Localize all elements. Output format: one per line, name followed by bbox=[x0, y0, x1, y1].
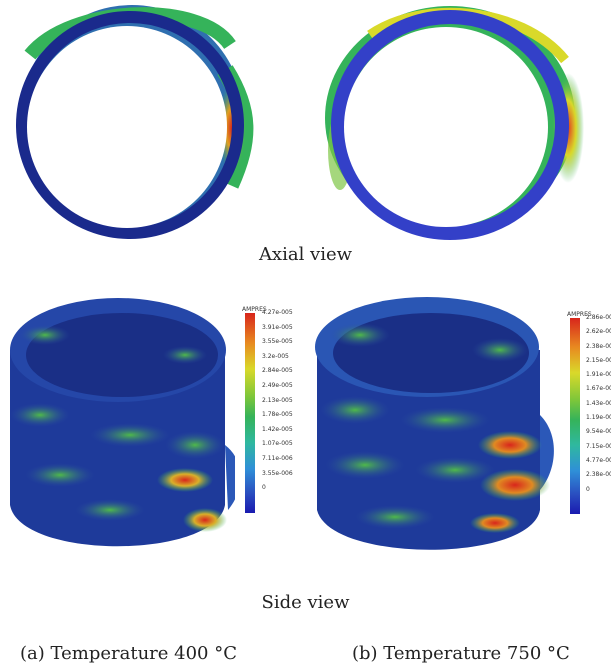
legend-right-tick: 1.43e-00 bbox=[586, 399, 611, 407]
legend-right-tick: 2.38e-00 bbox=[586, 342, 611, 350]
legend-right-tick: 0 bbox=[586, 485, 590, 493]
side-view-caption: Side view bbox=[261, 592, 350, 613]
legend-left-colorbar bbox=[245, 313, 255, 513]
legend-left-tick: 2.49e-005 bbox=[262, 381, 293, 389]
axial-ring-750 bbox=[325, 6, 584, 240]
legend-left-tick: 3.2e-005 bbox=[262, 352, 289, 360]
legend-right-tick: 4.77e-00 bbox=[586, 456, 611, 464]
legend-right-tick: 2.38e-00 bbox=[586, 471, 611, 479]
legend-left-tick: 2.13e-005 bbox=[262, 396, 293, 404]
legend-right-tick: 2.86e-00 bbox=[586, 314, 611, 321]
caption-b: (b) Temperature 750 °C bbox=[352, 643, 570, 664]
legend-left-tick: 4.27e-005 bbox=[262, 309, 293, 316]
axial-ring-400 bbox=[16, 5, 254, 239]
legend-right-tick: 1.91e-00 bbox=[586, 371, 611, 379]
legend-right-tick: 2.62e-00 bbox=[586, 328, 611, 336]
legend-right-title: AMPRES bbox=[567, 311, 592, 318]
legend-left-tick: 1.42e-005 bbox=[262, 425, 293, 433]
legend-right-tick: 2.15e-00 bbox=[586, 356, 611, 364]
side-cylinder-750 bbox=[315, 297, 554, 550]
legend-left-tick: 3.55e-005 bbox=[262, 338, 293, 346]
legend-left-tick: 1.78e-005 bbox=[262, 411, 293, 419]
legend-left-tick: 2.84e-005 bbox=[262, 367, 293, 375]
caption-a: (a) Temperature 400 °C bbox=[20, 643, 237, 664]
axial-view-caption: Axial view bbox=[258, 244, 353, 265]
legend-right-tick: 9.54e-00 bbox=[586, 428, 611, 436]
legend-right-tick: 1.19e-00 bbox=[586, 414, 611, 422]
side-cylinder-400 bbox=[10, 298, 235, 547]
legend-left-tick: 0 bbox=[262, 484, 266, 492]
legend-left-ticks: 4.27e-005 3.91e-005 3.55e-005 3.2e-005 2… bbox=[262, 309, 302, 499]
legend-left-tick: 3.91e-005 bbox=[262, 323, 293, 331]
legend-left-tick: 3.55e-006 bbox=[262, 469, 293, 477]
legend-right-tick: 7.15e-00 bbox=[586, 442, 611, 450]
legend-right-ticks: 2.86e-00 2.62e-00 2.38e-00 2.15e-00 1.91… bbox=[586, 314, 611, 500]
legend-right-colorbar bbox=[570, 318, 580, 514]
legend-right-tick: 1.67e-00 bbox=[586, 385, 611, 393]
legend-left-title: AMPRES bbox=[242, 306, 267, 313]
legend-left-tick: 1.07e-005 bbox=[262, 440, 293, 448]
legend-left-tick: 7.11e-006 bbox=[262, 454, 293, 462]
